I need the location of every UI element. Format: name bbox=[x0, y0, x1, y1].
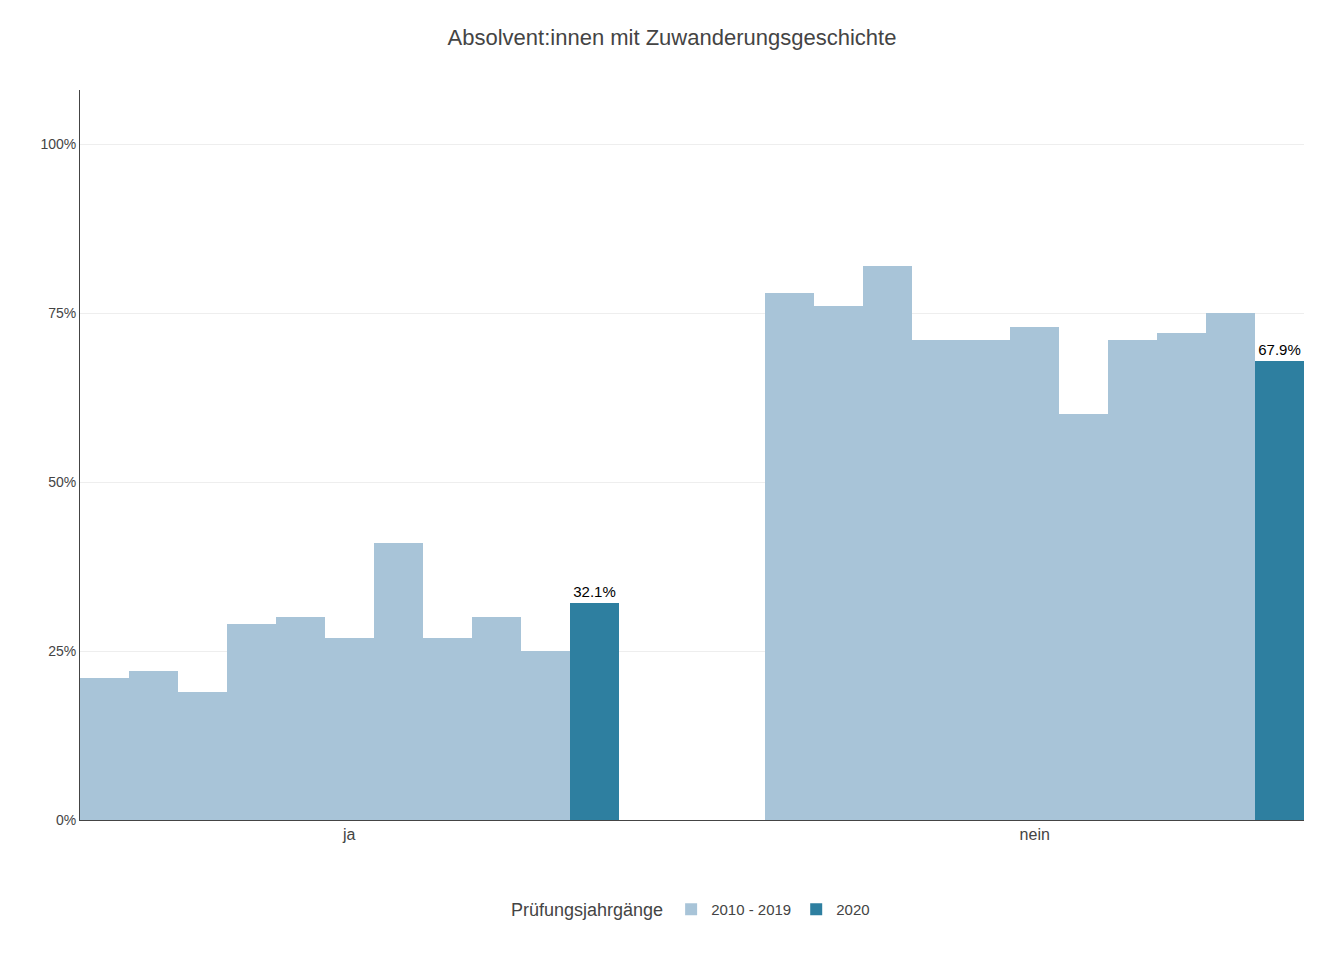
svg-text:67.9%: 67.9% bbox=[1258, 341, 1301, 358]
svg-text:50%: 50% bbox=[48, 474, 76, 490]
svg-text:nein: nein bbox=[1020, 826, 1050, 843]
svg-text:Prüfungsjahrgänge: Prüfungsjahrgänge bbox=[511, 900, 663, 920]
svg-text:75%: 75% bbox=[48, 305, 76, 321]
svg-text:ja: ja bbox=[342, 826, 356, 843]
svg-text:2010 - 2019: 2010 - 2019 bbox=[711, 901, 791, 918]
svg-text:100%: 100% bbox=[40, 136, 76, 152]
svg-text:0%: 0% bbox=[56, 812, 76, 828]
svg-text:25%: 25% bbox=[48, 643, 76, 659]
svg-text:Absolvent:innen mit Zuwanderun: Absolvent:innen mit Zuwanderungsgeschich… bbox=[448, 25, 897, 50]
svg-text:2020: 2020 bbox=[836, 901, 869, 918]
svg-text:32.1%: 32.1% bbox=[573, 583, 616, 600]
